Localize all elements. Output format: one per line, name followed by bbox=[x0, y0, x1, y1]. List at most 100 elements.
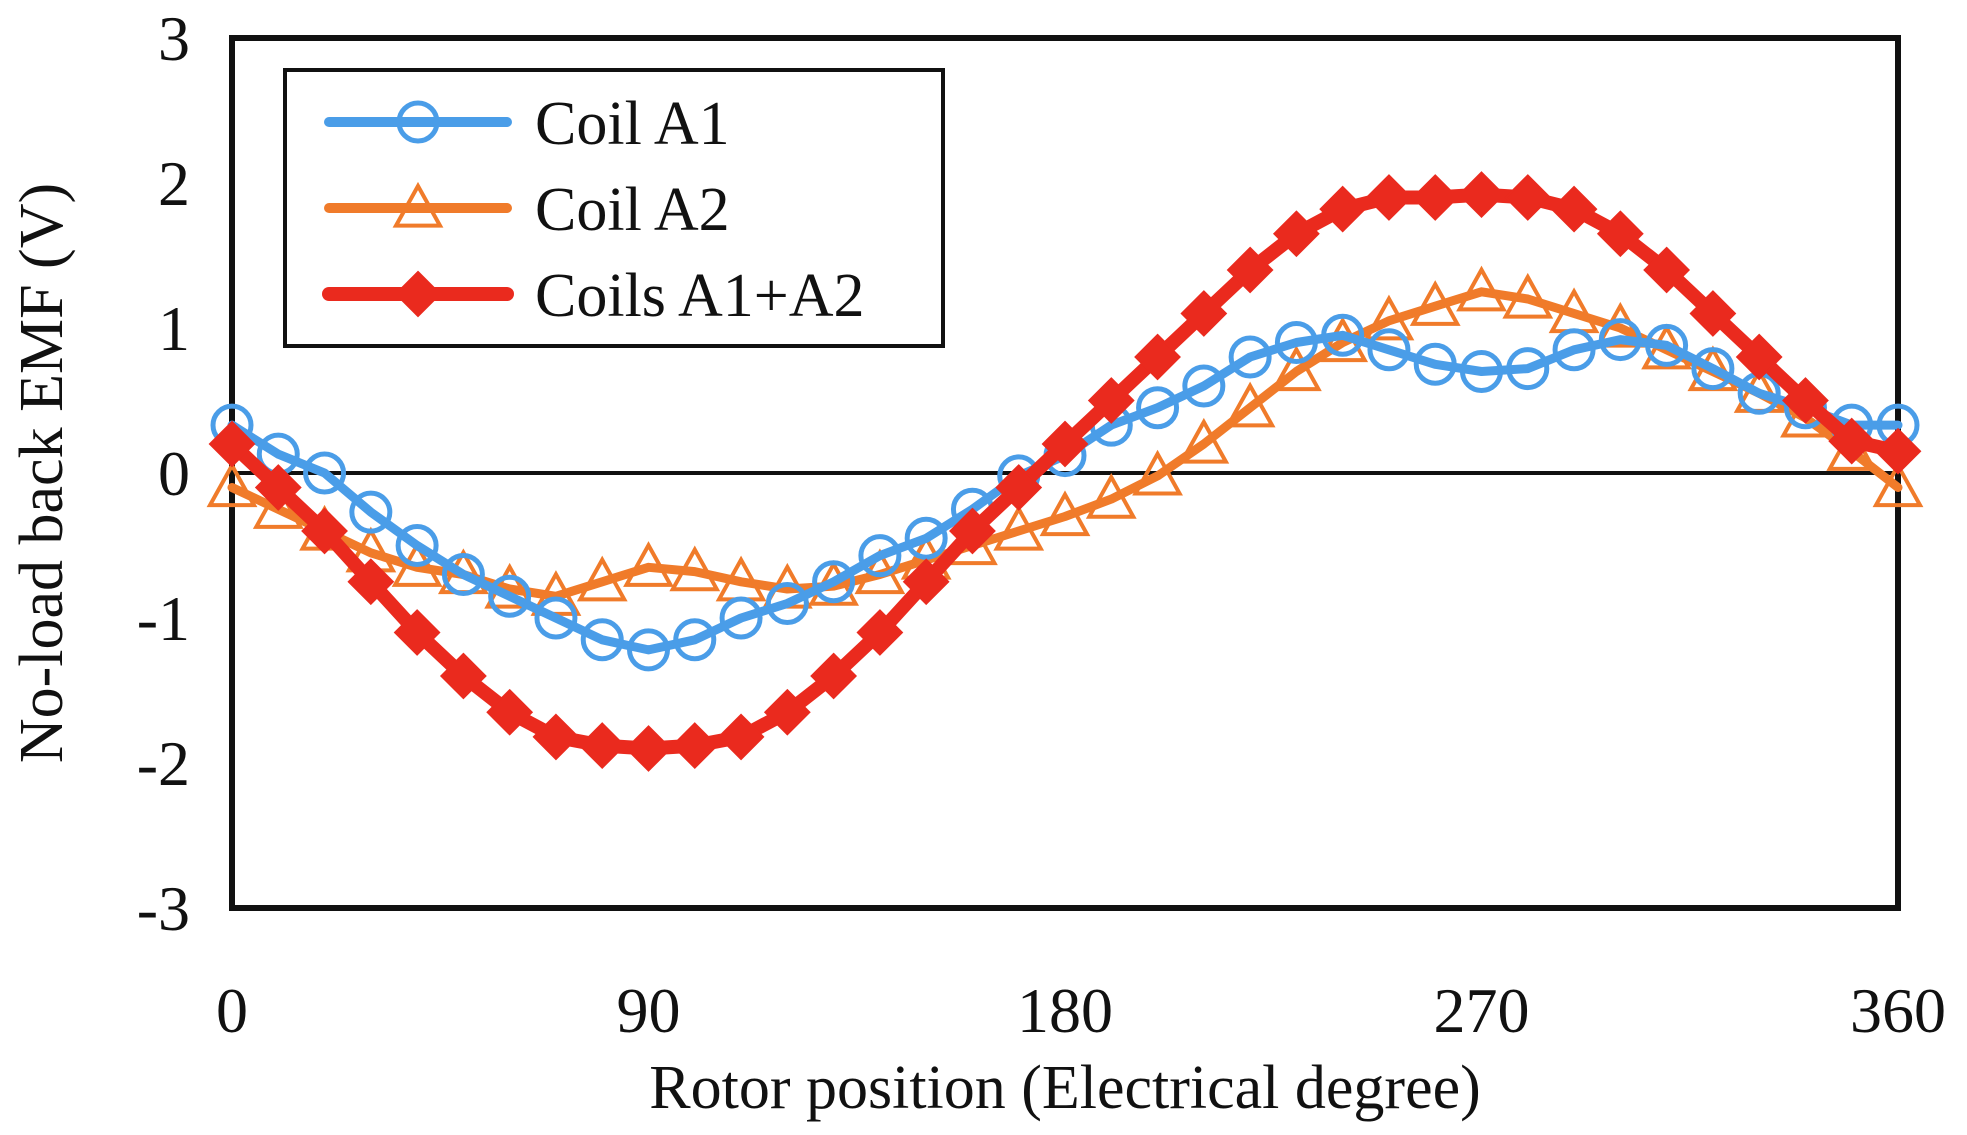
legend-label-coil-a1: Coil A1 bbox=[535, 90, 730, 158]
x-tick-label: 180 bbox=[1017, 975, 1113, 1046]
data-point-coil-a1 bbox=[1321, 313, 1365, 357]
data-point-coils-a1-a2 bbox=[1087, 377, 1135, 424]
y-tick-label: 3 bbox=[158, 3, 190, 74]
data-point-coils-a1-a2 bbox=[671, 722, 719, 770]
data-point-coil-a1 bbox=[349, 490, 393, 534]
data-point-coil-a1 bbox=[1552, 328, 1596, 372]
x-tick-label: 90 bbox=[617, 975, 681, 1046]
data-point-coil-a2 bbox=[1224, 381, 1276, 428]
data-point-coil-a1 bbox=[1228, 335, 1272, 379]
legend-label-coil-a2: Coil A2 bbox=[535, 176, 730, 244]
data-point-coils-a1-a2 bbox=[995, 464, 1043, 511]
data-point-coils-a1-a2 bbox=[347, 558, 395, 606]
data-point-coil-a2 bbox=[1270, 345, 1322, 392]
data-point-coil-a1 bbox=[627, 628, 670, 672]
x-tick-label: 270 bbox=[1434, 975, 1530, 1046]
series-line-coil-a2 bbox=[227, 287, 1903, 601]
legend-marker-coil-a1 bbox=[396, 100, 440, 144]
y-tick-label: 2 bbox=[158, 148, 190, 219]
data-point-coils-a1-a2 bbox=[1319, 185, 1367, 233]
data-point-coils-a1-a2 bbox=[949, 507, 996, 555]
data-point-coil-a2 bbox=[993, 504, 1045, 551]
data-point-coils-a1-a2 bbox=[1735, 333, 1783, 381]
data-point-coils-a1-a2 bbox=[1689, 290, 1737, 337]
data-point-coils-a1-a2 bbox=[856, 609, 904, 656]
data-point-coil-a2 bbox=[1502, 272, 1554, 319]
data-point-coils-a1-a2 bbox=[1596, 210, 1644, 258]
series-layer bbox=[206, 171, 1924, 772]
data-point-coil-a2 bbox=[391, 541, 443, 587]
data-point-coil-a2 bbox=[1409, 280, 1461, 326]
y-tick-label: 1 bbox=[158, 293, 190, 364]
x-tick-label: 360 bbox=[1850, 975, 1946, 1046]
data-point-coils-a1-a2 bbox=[1272, 210, 1320, 258]
data-point-coils-a1-a2 bbox=[1643, 246, 1691, 294]
data-point-coil-a1 bbox=[765, 582, 809, 625]
data-point-coil-a2 bbox=[1456, 265, 1507, 312]
data-point-coils-a1-a2 bbox=[1458, 171, 1505, 219]
data-point-coil-a1 bbox=[441, 553, 485, 596]
data-point-coil-a1 bbox=[1460, 350, 1503, 393]
tick-labels: 0 90 180 270 360 -3 -2 -1 0 1 2 3 bbox=[137, 3, 1946, 1046]
data-point-coil-a1 bbox=[1274, 321, 1318, 364]
data-point-coil-a1 bbox=[534, 596, 578, 640]
data-point-coils-a1-a2 bbox=[1782, 377, 1829, 424]
x-tick-label: 0 bbox=[216, 975, 248, 1046]
data-point-coils-a1-a2 bbox=[1550, 185, 1598, 233]
data-point-coils-a1-a2 bbox=[486, 688, 534, 736]
y-tick-label: -2 bbox=[137, 728, 190, 799]
data-point-coil-a1 bbox=[488, 574, 532, 618]
data-point-coils-a1-a2 bbox=[625, 725, 672, 772]
legend-marker-coils-a1-a2 bbox=[394, 270, 442, 318]
data-point-coil-a2 bbox=[1085, 472, 1137, 519]
data-point-coils-a1-a2 bbox=[902, 558, 950, 606]
data-point-coil-a1 bbox=[1506, 347, 1550, 391]
data-point-coil-a1 bbox=[1691, 347, 1735, 391]
data-point-coil-a2 bbox=[1178, 417, 1230, 464]
data-point-coils-a1-a2 bbox=[1041, 420, 1089, 468]
data-point-coil-a1 bbox=[673, 618, 717, 662]
data-point-coils-a1-a2 bbox=[393, 609, 441, 656]
data-point-coil-a1 bbox=[395, 524, 439, 567]
data-point-coil-a1 bbox=[858, 534, 902, 578]
data-point-coils-a1-a2 bbox=[763, 688, 811, 736]
y-tick-label: -1 bbox=[137, 583, 190, 654]
data-point-coils-a1-a2 bbox=[810, 652, 858, 700]
data-point-coil-a1 bbox=[1136, 386, 1180, 430]
y-axis-label: No-load back EMF (V) bbox=[8, 183, 76, 763]
data-point-coil-a1 bbox=[812, 560, 856, 604]
data-point-coil-a1 bbox=[1367, 328, 1411, 372]
data-point-coils-a1-a2 bbox=[301, 507, 348, 555]
data-point-coils-a1-a2 bbox=[254, 464, 302, 511]
legend-marker-coil-a2 bbox=[392, 181, 444, 228]
data-point-coils-a1-a2 bbox=[1828, 417, 1876, 465]
data-point-coil-a2 bbox=[669, 545, 721, 592]
data-point-coil-a2 bbox=[1132, 449, 1183, 496]
data-point-coil-a2 bbox=[1039, 490, 1091, 537]
data-point-coil-a2 bbox=[1872, 461, 1924, 508]
data-point-coil-a1 bbox=[1182, 364, 1226, 408]
data-point-coils-a1-a2 bbox=[1874, 427, 1922, 475]
data-point-coils-a1-a2 bbox=[578, 722, 626, 770]
data-point-coil-a1 bbox=[904, 516, 948, 560]
series-coils-a1-a2 bbox=[208, 171, 1922, 772]
data-point-coil-a1 bbox=[1598, 318, 1642, 362]
legend-label-coils-a1-a2: Coils A1+A2 bbox=[535, 262, 865, 330]
data-point-coils-a1-a2 bbox=[208, 420, 256, 468]
data-point-coil-a1 bbox=[719, 596, 763, 640]
data-point-coil-a2 bbox=[623, 541, 674, 587]
data-point-coil-a1 bbox=[1413, 342, 1457, 386]
data-point-coil-a2 bbox=[1363, 294, 1415, 341]
data-point-coils-a1-a2 bbox=[1226, 246, 1274, 294]
data-point-coils-a1-a2 bbox=[1134, 333, 1181, 381]
data-point-coils-a1-a2 bbox=[532, 713, 580, 761]
data-point-coils-a1-a2 bbox=[1365, 174, 1413, 221]
y-tick-label: -3 bbox=[137, 873, 190, 944]
data-point-coil-a1 bbox=[580, 618, 624, 662]
legend: Coil A1 Coil A2 Coils A1+A2 bbox=[283, 68, 945, 348]
data-point-coils-a1-a2 bbox=[439, 652, 487, 700]
data-point-coils-a1-a2 bbox=[717, 713, 765, 761]
data-point-coils-a1-a2 bbox=[1411, 174, 1459, 221]
